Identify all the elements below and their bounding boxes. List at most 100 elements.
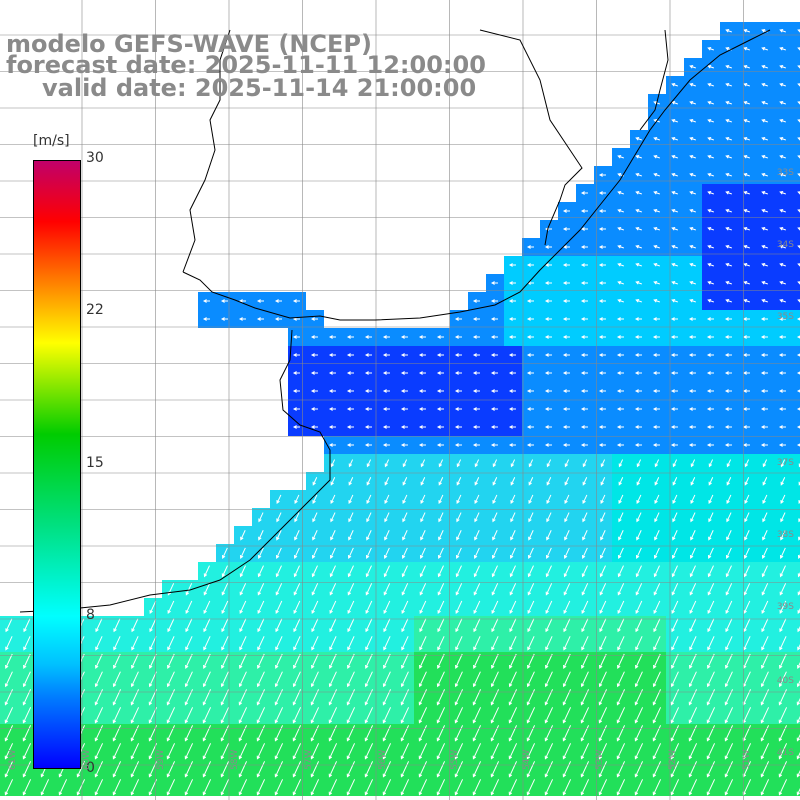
wind-arrow [544, 725, 554, 742]
wind-arrow [599, 653, 607, 669]
wind-arrow [654, 477, 660, 486]
wind-arrow [472, 353, 480, 357]
wind-arrow [384, 512, 390, 523]
wind-arrow [275, 547, 282, 560]
wind-arrow [491, 636, 499, 651]
wind-arrow [364, 407, 372, 411]
lon-label: 58W [230, 749, 240, 770]
wind-arrow [418, 743, 428, 760]
wind-arrow [779, 227, 786, 231]
wind-arrow [671, 583, 679, 596]
wind-arrow [239, 636, 247, 651]
wind-arrow [472, 725, 482, 742]
wind-arrow [778, 707, 788, 724]
wind-arrow [580, 389, 588, 393]
wind-arrow [671, 281, 678, 285]
wind-arrow [652, 371, 660, 375]
wind-arrow [95, 636, 103, 651]
wind-arrow [689, 227, 696, 231]
wind-arrow [510, 530, 516, 541]
wind-arrow [743, 547, 750, 560]
wind-arrow [725, 101, 732, 105]
wind-arrow [778, 443, 786, 447]
wind-arrow [544, 353, 552, 357]
wind-arrow [635, 173, 642, 177]
wind-arrow [310, 389, 318, 393]
wind-arrow [275, 653, 283, 669]
wind-arrow [418, 761, 428, 778]
lat-label: 37S [776, 458, 794, 468]
wind-arrow [778, 353, 786, 357]
wind-arrow [544, 425, 552, 429]
wind-arrow [292, 707, 302, 724]
wind-arrow [328, 707, 338, 724]
wind-arrow [4, 725, 14, 742]
wind-arrow [221, 600, 229, 614]
wind-arrow [220, 317, 228, 321]
wind-arrow [671, 547, 678, 560]
wind-arrow [671, 155, 678, 159]
wind-arrow [779, 137, 786, 141]
wind-arrow [420, 530, 426, 541]
wind-arrow [725, 281, 732, 285]
wind-arrow [618, 512, 624, 523]
wind-arrow [4, 743, 14, 760]
lon-label: 61W [8, 749, 18, 770]
wind-arrow [706, 371, 714, 375]
wind-arrow [437, 600, 445, 614]
wind-arrow [328, 671, 337, 688]
wind-arrow [778, 407, 786, 411]
wind-arrow [598, 725, 608, 742]
title-line-3: valid date: 2025-11-14 21:00:00 [42, 74, 477, 102]
wind-arrow [436, 671, 445, 688]
wind-arrow [779, 653, 787, 669]
wind-arrow [670, 335, 678, 339]
wind-arrow [725, 618, 733, 633]
wind-arrow [544, 317, 552, 321]
wind-arrow [635, 299, 642, 303]
wind-arrow [330, 477, 336, 486]
wind-arrow [383, 547, 390, 560]
wind-arrow [329, 600, 337, 614]
wind-arrow [636, 530, 642, 541]
wind-arrow [418, 707, 428, 724]
wind-arrow [526, 317, 534, 321]
wind-arrow [472, 407, 480, 411]
speed-cell [792, 166, 800, 184]
wind-arrow [474, 494, 480, 505]
wind-arrow [653, 618, 661, 633]
wind-arrow [312, 512, 318, 523]
wind-arrow [528, 494, 534, 505]
wind-arrow [779, 119, 786, 123]
wind-arrow [23, 636, 31, 651]
wind-arrow [562, 209, 570, 213]
wind-arrow [545, 636, 553, 651]
wind-arrow [420, 494, 426, 505]
wind-arrow [330, 494, 336, 505]
wind-arrow [400, 743, 410, 760]
wind-arrow [384, 477, 390, 486]
wind-arrow [473, 600, 481, 614]
wind-arrow [293, 618, 301, 633]
wind-arrow [436, 389, 444, 393]
wind-arrow [779, 101, 786, 105]
speed-cell [792, 580, 800, 598]
wind-arrow [509, 583, 517, 596]
wind-arrow [274, 317, 282, 321]
wind-arrow [401, 600, 409, 614]
wind-arrow [760, 371, 768, 375]
wind-arrow [725, 245, 732, 249]
wind-arrow [725, 600, 733, 614]
wind-arrow [491, 653, 499, 669]
wind-arrow [744, 459, 750, 468]
wind-arrow [94, 779, 104, 796]
wind-arrow [671, 137, 678, 141]
speed-cell [792, 634, 800, 652]
wind-arrow [780, 530, 786, 541]
wind-arrow [382, 743, 392, 760]
wind-arrow [744, 512, 750, 523]
wind-arrow [779, 263, 786, 267]
speed-cell [792, 238, 800, 256]
wind-arrow [636, 459, 642, 468]
lon-label: 55W [450, 749, 460, 770]
